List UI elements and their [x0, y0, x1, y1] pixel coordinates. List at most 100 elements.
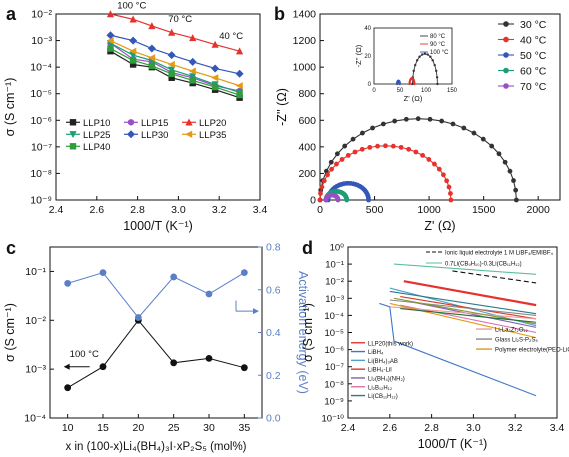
x-tick-label: 25	[168, 422, 180, 434]
data-point-40 °C	[329, 166, 334, 172]
panel-c: c 10 15 20 25 30 35 10⁻⁴ 10⁻³ 10⁻² 10⁻¹ 0.0 0.2 0.4 0.…	[3, 238, 310, 453]
series-line-Li₂(BH₄)(NH₂)	[410, 301, 537, 328]
y2-tick-label: 0.2	[266, 370, 281, 382]
y-axis-label: σ (S cm⁻¹)	[301, 303, 315, 362]
data-point-40 °C	[318, 191, 323, 196]
data-point-40 °C	[367, 144, 373, 150]
annotation: 40 °C	[219, 31, 243, 42]
y2-axis-label: Activation energy (eV)	[296, 271, 310, 394]
y-tick-label: 10⁻²	[25, 315, 46, 327]
data-point-30 °C	[439, 118, 445, 124]
series-line-Ionic liquid electrolyte 1 M LiBF₄/EMIBF₄	[452, 270, 537, 284]
legend-label: LLP15	[141, 118, 168, 129]
data-point-LLP30	[129, 36, 138, 45]
activation-energy-point	[64, 279, 72, 287]
data-point-40 °C	[390, 143, 396, 149]
y-tick-label: 1200	[293, 35, 317, 47]
legend-marker	[503, 36, 509, 43]
x-tick-label: 2.6	[89, 204, 104, 216]
data-point-30 °C	[511, 178, 516, 183]
inset-data-point-80 °C	[423, 52, 427, 55]
x-axis-label: x in (100-x)Li₄(BH₄)₃I·xP₂S₅ (mol%)	[66, 441, 247, 453]
x-tick-label: 2.8	[424, 422, 439, 434]
y-tick-label: 1400	[293, 9, 317, 21]
y-tick-label: 10⁰	[330, 243, 345, 254]
inset-x-tick-label: 0	[372, 88, 376, 94]
data-point-LLP35	[211, 74, 219, 82]
y-tick-label: 10⁻²	[325, 277, 344, 288]
data-point-40 °C	[448, 197, 454, 203]
data-point-LLP35	[148, 54, 156, 62]
y-tick-label: 10⁻¹⁰	[321, 414, 344, 425]
y-tick-label: 10⁻⁴	[24, 413, 46, 425]
legend-label: LLP30	[141, 130, 168, 141]
panel-label: a	[6, 4, 17, 24]
y-tick-label: 10⁻⁹	[30, 195, 52, 207]
plot-frame	[55, 13, 261, 201]
inset-y-tick-label: 40	[364, 26, 371, 32]
y2-tick-label: 0.0	[266, 413, 281, 425]
data-point-30 °C	[450, 121, 456, 127]
activation-energy-point	[99, 269, 107, 277]
panel-b: b0 500 1000 1500 200002004006008001000120014…	[274, 4, 561, 233]
panel-d: d 2.4 2.6 2.8 3.0 3.2 3.4 10⁻¹⁰ 10⁻⁹ 10⁻⁸ 10⁻⁷ 10⁻⁶…	[301, 238, 569, 451]
data-point-40 °C	[448, 191, 453, 196]
data-point-30 °C	[415, 116, 421, 122]
y-tick-label: 600	[298, 115, 316, 127]
data-point-40 °C	[436, 166, 442, 172]
y-tick-label: 10⁻⁵	[30, 88, 52, 100]
legend-label: 0.7Li(CB₉H₁₀)-0.3Li(CB₁₁H₁₂)	[445, 262, 522, 268]
data-point-40 °C	[325, 172, 330, 178]
y-tick-label: 800	[298, 88, 316, 100]
x-tick-label: 1500	[472, 204, 496, 216]
data-point-30 °C	[350, 136, 356, 142]
annotation: 70 °C	[168, 14, 192, 25]
y2-tick-label: 0.8	[266, 242, 281, 254]
y-tick-label: 10⁻²	[31, 9, 52, 21]
data-point-LLP40	[107, 45, 114, 52]
conductivity-point	[240, 364, 248, 372]
legend-marker	[69, 119, 77, 126]
y-tick-label: 10⁻⁷	[325, 362, 345, 373]
y-tick-label: 10⁻¹	[25, 266, 46, 278]
y-tick-label: 10⁻⁴	[30, 62, 52, 74]
data-point-30 °C	[489, 143, 495, 149]
x-tick-label: 15	[97, 422, 109, 434]
data-point-40 °C	[352, 149, 358, 155]
data-point-LLP35	[188, 67, 196, 75]
inset-data-point-80 °C	[411, 82, 414, 86]
y-tick-label: 0	[310, 195, 316, 207]
data-point-30 °C	[513, 197, 519, 203]
y-tick-label: 10⁻⁶	[325, 345, 345, 356]
x-tick-label: 3.0	[171, 204, 186, 216]
data-point-30 °C	[334, 151, 340, 157]
arrow-left-head	[63, 363, 70, 370]
legend-label: 60 °C	[520, 66, 547, 78]
data-point-40 °C	[339, 157, 345, 162]
data-point-40 °C	[426, 157, 432, 162]
inset-data-point-80 °C	[420, 53, 424, 56]
y-axis-label: σ (S cm⁻¹)	[3, 303, 17, 362]
inset-data-point-80 °C	[418, 55, 421, 58]
data-point-40 °C	[420, 152, 426, 158]
data-point-LLP30	[235, 69, 244, 78]
data-point-30 °C	[502, 159, 508, 165]
data-point-LLP20	[189, 34, 197, 42]
data-point-30 °C	[507, 168, 513, 174]
data-point-40 °C	[345, 152, 351, 158]
x-tick-label: 500	[366, 204, 384, 216]
data-point-40 °C	[441, 172, 446, 178]
activation-energy-point	[170, 273, 178, 281]
activation-energy-point	[134, 314, 142, 321]
data-point-LLP40	[168, 70, 175, 77]
y-axis-label: σ (S cm⁻¹)	[3, 78, 17, 137]
legend-label: Li(BH₄)₃AB	[368, 359, 398, 365]
inset-data-point-80 °C	[412, 69, 415, 73]
data-point-30 °C	[471, 130, 477, 136]
y-tick-label: 10⁻³	[31, 35, 52, 47]
x-tick-label: 3.0	[466, 422, 481, 434]
data-point-LLP40	[129, 57, 137, 64]
data-point-30 °C	[427, 116, 433, 122]
x-tick-label: 20	[132, 422, 144, 434]
x-tick-label: 35	[238, 422, 250, 434]
